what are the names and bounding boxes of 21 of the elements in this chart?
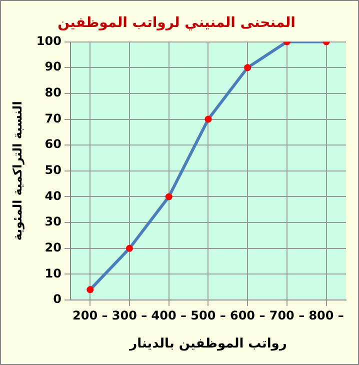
x-tick-label: 800 – [308,308,344,322]
y-tick-label: 40 [44,188,62,203]
y-tick-label: 10 [44,266,62,280]
x-tick-label: 500 – [190,308,226,322]
x-tick-label: 600 – [230,308,266,322]
x-axis-title: رواتب الموظفين بالدينار [128,336,287,352]
y-tick-label: 70 [44,111,62,126]
y-axis-title: النسبة التراكمية المئوية [10,101,24,241]
y-tick-label: 60 [44,137,62,152]
y-tick-label: 50 [44,163,62,178]
y-tick-label: 90 [44,60,62,74]
y-tick-label: 30 [44,214,62,229]
x-tick-label: 700 – [269,308,305,322]
y-tick-label: 20 [44,240,62,254]
y-tick-label: 80 [44,86,62,100]
x-tick-label: 300 – [112,308,148,322]
chart-title: المنحنى المنيني لرواتب الموظفين [58,15,296,32]
y-tick-label: 100 [36,34,62,48]
y-tick-label: 0 [53,292,62,306]
x-tick-label: 200 – [72,308,108,322]
x-tick-label: 400 – [151,308,186,322]
